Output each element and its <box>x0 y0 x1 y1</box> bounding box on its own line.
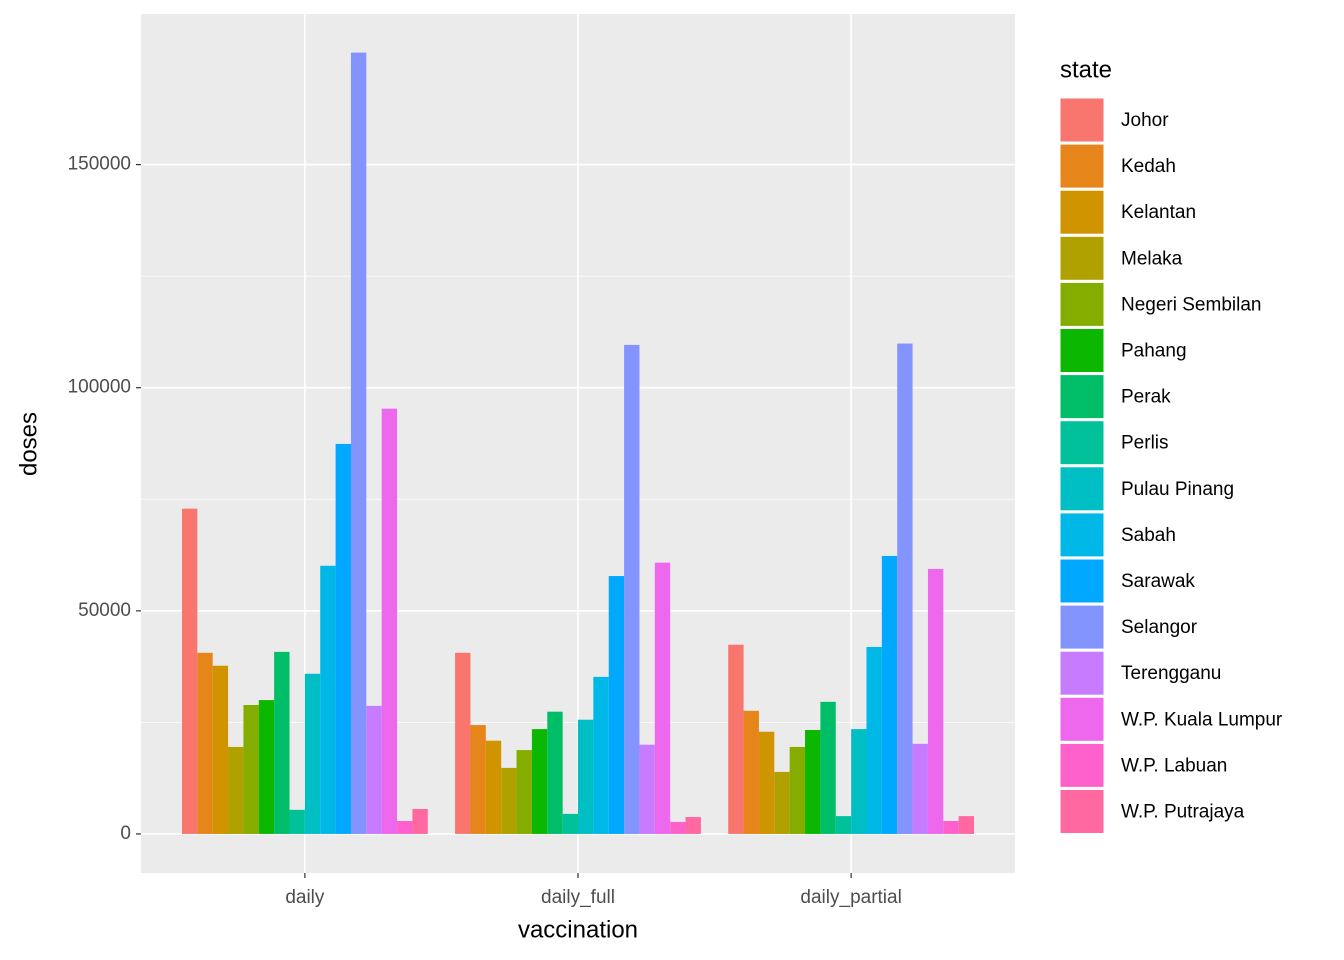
legend-key <box>1059 374 1105 420</box>
bar <box>743 710 759 834</box>
bar <box>289 809 305 834</box>
x-tick-label: daily <box>285 887 325 908</box>
bar <box>943 821 959 834</box>
bar <box>258 700 275 834</box>
bar <box>181 508 198 834</box>
legend-key <box>1059 328 1105 373</box>
bar <box>531 729 548 834</box>
bar <box>866 646 882 834</box>
bar <box>304 673 321 834</box>
legend-label: Sarawak <box>1121 571 1195 592</box>
legend-label: Perak <box>1121 387 1171 408</box>
bar <box>608 576 625 834</box>
bar <box>350 52 367 834</box>
y-tick-label: 0 <box>120 823 131 844</box>
bar <box>412 808 428 834</box>
bar <box>670 821 686 834</box>
bar <box>335 443 351 834</box>
legend-key <box>1059 604 1105 650</box>
bar <box>562 813 578 834</box>
bar <box>228 746 244 834</box>
bar <box>381 408 398 834</box>
x-tick-label: daily_partial <box>800 887 901 908</box>
legend-label: W.P. Kuala Lumpur <box>1121 709 1283 730</box>
legend-label: Melaka <box>1121 248 1183 269</box>
bar <box>501 767 517 834</box>
bar <box>397 821 413 834</box>
legend-label: Kelantan <box>1121 202 1196 223</box>
bar <box>897 343 913 834</box>
bar <box>516 750 532 834</box>
bar <box>578 719 594 834</box>
bar <box>728 644 744 834</box>
legend-label: W.P. Labuan <box>1121 755 1227 776</box>
legend-key <box>1059 512 1105 558</box>
bar <box>835 816 852 834</box>
bar <box>320 565 336 834</box>
bar <box>624 344 640 834</box>
legend-key <box>1059 189 1105 235</box>
y-tick-label: 50000 <box>78 600 131 621</box>
bar <box>243 704 259 834</box>
bar <box>485 740 502 834</box>
bar <box>851 729 867 834</box>
bar <box>820 701 836 834</box>
bar <box>197 652 213 834</box>
bar <box>927 568 944 834</box>
bar <box>366 705 382 834</box>
bar <box>685 816 701 834</box>
bar <box>789 746 806 834</box>
legend-label: Pahang <box>1121 341 1187 362</box>
bar <box>470 725 486 834</box>
bar <box>212 665 229 834</box>
legend-label: W.P. Putrajaya <box>1121 802 1245 823</box>
legend-key <box>1059 650 1105 696</box>
y-tick-label: 150000 <box>68 154 131 175</box>
bar <box>455 652 471 834</box>
legend-key <box>1059 696 1105 742</box>
bar <box>805 729 821 834</box>
legend-label: Negeri Sembilan <box>1121 294 1261 315</box>
legend-key <box>1059 420 1105 466</box>
legend-key <box>1059 466 1105 512</box>
bar <box>654 562 671 834</box>
bar <box>758 731 775 834</box>
bar <box>881 555 898 834</box>
legend-label: Terengganu <box>1121 663 1221 684</box>
legend-label: Selangor <box>1121 617 1198 638</box>
legend-key <box>1059 235 1105 281</box>
legend-key <box>1059 558 1105 604</box>
legend-key <box>1059 281 1105 327</box>
y-tick-label: 100000 <box>68 377 131 398</box>
legend-label: Sabah <box>1121 525 1176 546</box>
legend-key <box>1059 97 1105 143</box>
legend-label: Johor <box>1121 110 1169 131</box>
bar <box>912 743 928 834</box>
legend-key <box>1059 742 1105 788</box>
bar <box>593 676 609 834</box>
legend-label: Pulau Pinang <box>1121 479 1234 500</box>
legend-key <box>1059 789 1105 834</box>
x-axis-title: vaccination <box>518 916 638 943</box>
legend-label: Perlis <box>1121 433 1169 454</box>
y-axis-title: doses <box>15 412 42 476</box>
legend-label: Kedah <box>1121 156 1176 177</box>
bar <box>774 771 790 834</box>
legend-key <box>1059 143 1105 189</box>
bar <box>958 816 975 834</box>
bar <box>274 651 290 834</box>
x-tick-label: daily_full <box>541 887 615 908</box>
bar <box>547 711 563 834</box>
legend-title: state <box>1060 56 1112 83</box>
bar <box>639 744 655 834</box>
